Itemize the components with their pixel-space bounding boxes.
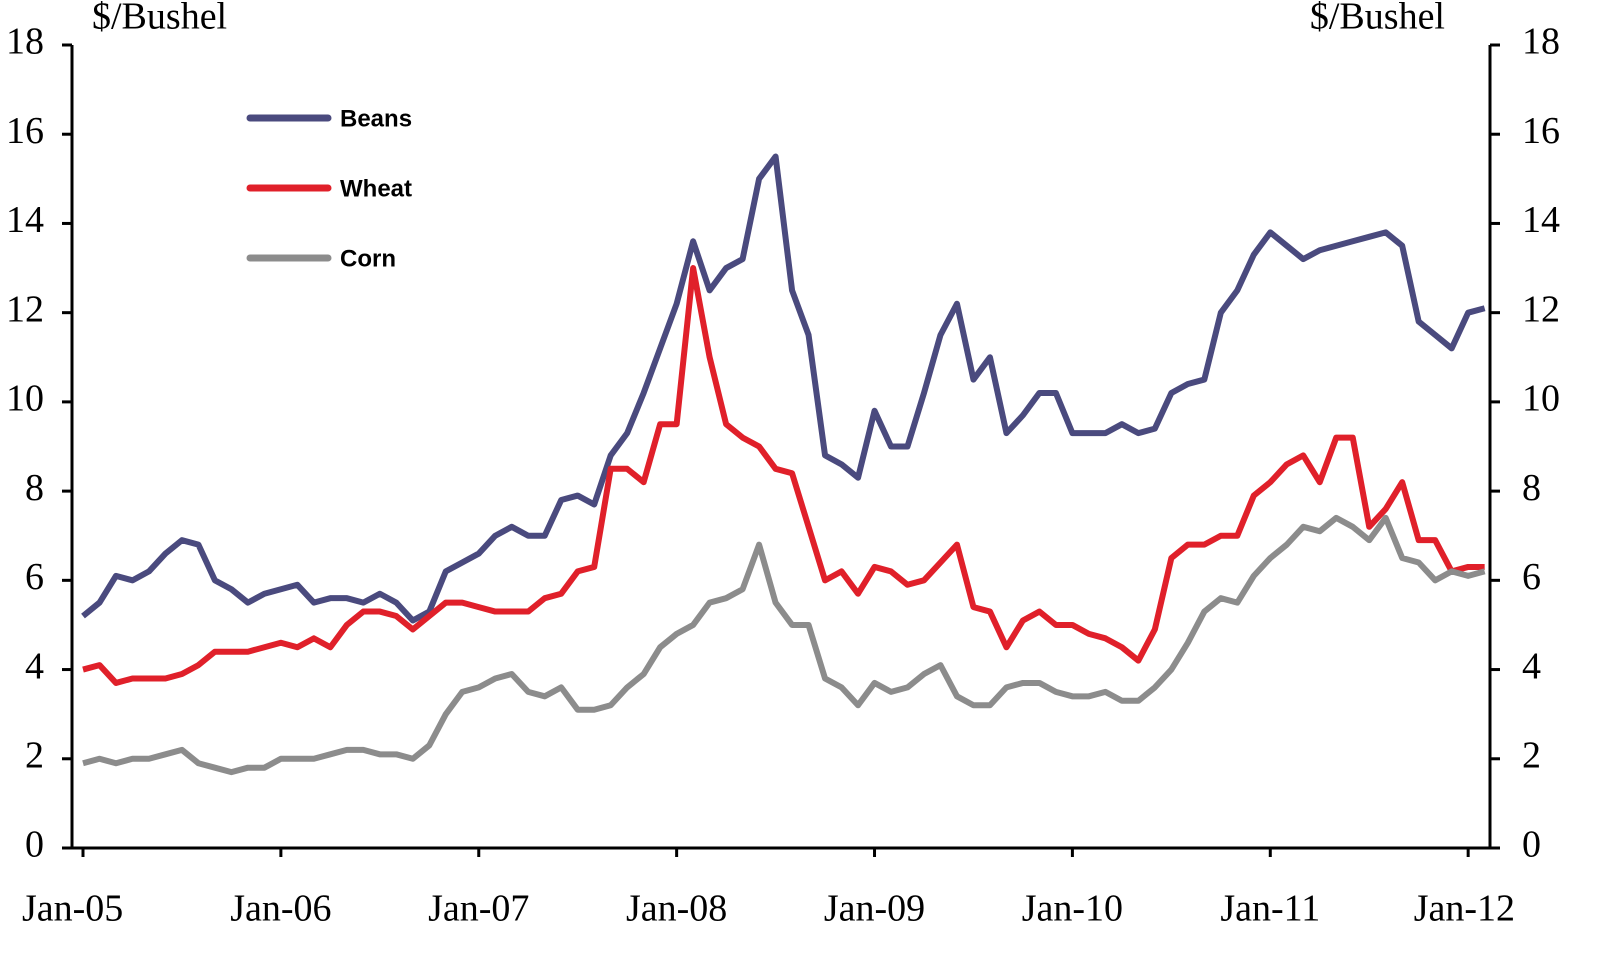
x-tick-label: Jan-11 — [1220, 888, 1320, 930]
legend-label: Beans — [340, 105, 412, 132]
y2-tick-label: 12 — [1522, 288, 1560, 330]
y-axis-label: $/Bushel — [92, 0, 227, 38]
x-tick-label: Jan-07 — [428, 888, 529, 930]
x-tick-label: Jan-12 — [1414, 888, 1515, 930]
y-tick-label: 2 — [25, 734, 44, 776]
y-tick-label: 14 — [6, 199, 44, 241]
y2-tick-label: 14 — [1522, 199, 1560, 241]
y-tick-label: 0 — [25, 824, 44, 866]
x-tick-label: Jan-06 — [230, 888, 331, 930]
x-tick-label: Jan-10 — [1022, 888, 1123, 930]
y-tick-label: 12 — [6, 288, 44, 330]
series-line — [81, 153, 1486, 624]
y2-tick-label: 18 — [1522, 21, 1560, 63]
y2-tick-label: 4 — [1522, 645, 1541, 687]
y2-axis-label: $/Bushel — [1310, 0, 1445, 38]
y2-tick-label: 6 — [1522, 556, 1541, 598]
x-tick-label: Jan-05 — [22, 888, 123, 930]
x-tick-label: Jan-08 — [626, 888, 727, 930]
y-tick-label: 16 — [6, 110, 44, 152]
legend-label: Corn — [340, 245, 396, 272]
x-tick-label: Jan-09 — [824, 888, 925, 930]
y-tick-label: 4 — [25, 645, 44, 687]
y2-tick-label: 10 — [1522, 378, 1560, 420]
y2-tick-label: 2 — [1522, 734, 1541, 776]
series-line — [82, 265, 1485, 686]
y-tick-label: 18 — [6, 21, 44, 63]
y-tick-label: 8 — [25, 467, 44, 509]
y-tick-label: 6 — [25, 556, 44, 598]
y2-tick-label: 8 — [1522, 467, 1541, 509]
y2-tick-label: 0 — [1522, 824, 1541, 866]
legend-label: Wheat — [340, 175, 412, 202]
y2-tick-label: 16 — [1522, 110, 1560, 152]
series-line — [82, 514, 1486, 776]
y-tick-label: 10 — [6, 378, 44, 420]
